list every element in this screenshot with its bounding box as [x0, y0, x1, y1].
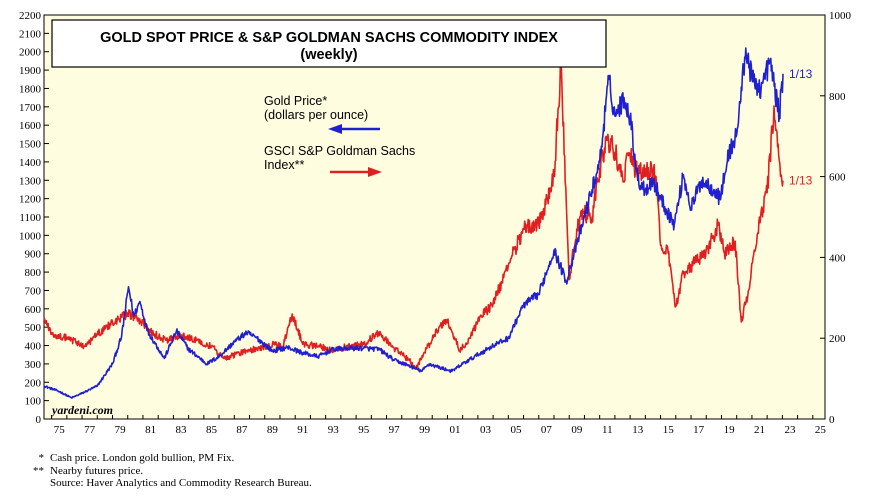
left-tick-label: 100 — [25, 396, 42, 408]
x-tick-label: 07 — [541, 424, 553, 436]
left-tick-label: 700 — [25, 285, 42, 297]
x-tick-label: 95 — [358, 424, 370, 436]
left-tick-label: 900 — [25, 249, 42, 261]
footnote-source: Source: Haver Analytics and Commodity Re… — [50, 477, 312, 489]
left-tick-label: 1900 — [19, 65, 42, 77]
watermark: yardeni.com — [50, 403, 113, 417]
left-tick-label: 500 — [25, 322, 42, 334]
x-tick-label: 81 — [145, 424, 156, 436]
x-tick-label: 03 — [480, 424, 492, 436]
left-tick-label: 800 — [25, 267, 42, 279]
left-tick-label: 2100 — [19, 28, 42, 40]
right-axis: 0 200 400 600 800 1000 — [820, 10, 852, 426]
x-axis: 75 77 79 81 83 85 87 89 91 93 95 97 99 01 03 05 07 09 11 13… — [51, 415, 827, 436]
left-tick-label: 1500 — [19, 139, 42, 151]
legend-arrow-head — [328, 124, 342, 134]
left-axis: 0 100 200 300 400 500 600 700 800 900 1000 1100 1200… — [19, 10, 49, 426]
x-tick-label: 23 — [784, 424, 796, 436]
chart-subtitle: (weekly) — [300, 47, 357, 63]
legend-label: GSCI S&P Goldman Sachs — [264, 144, 415, 158]
left-tick-label: 1800 — [19, 83, 42, 95]
x-tick-label: 01 — [450, 424, 461, 436]
x-tick-label: 13 — [632, 424, 644, 436]
x-tick-label: 19 — [724, 424, 736, 436]
left-tick-label: 300 — [25, 359, 42, 371]
series-line-gold — [43, 47, 784, 399]
plot-area — [43, 14, 826, 420]
chart-title: GOLD SPOT PRICE & S&P GOLDMAN SACHS COMM… — [100, 30, 558, 46]
x-tick-label: 17 — [693, 424, 705, 436]
left-tick-label: 1400 — [19, 157, 42, 169]
left-tick-label: 400 — [25, 341, 42, 353]
x-tick-label: 97 — [389, 424, 401, 436]
footnote-1: * Cash price. London gold bullion, PM Fix… — [38, 452, 235, 464]
x-tick-label: 99 — [419, 424, 431, 436]
x-tick-label: 11 — [602, 424, 613, 436]
legend-label: Gold Price* — [264, 94, 327, 108]
left-tick-label: 2200 — [19, 10, 42, 22]
x-tick-label: 83 — [176, 424, 188, 436]
x-tick-label: 75 — [54, 424, 66, 436]
series-end-label: 1/13 — [789, 67, 813, 81]
left-tick-label: 1300 — [19, 175, 42, 187]
legend-label: Index** — [264, 158, 304, 172]
x-tick-label: 15 — [663, 424, 675, 436]
right-tick-label: 0 — [829, 414, 835, 426]
x-tick-label: 87 — [236, 424, 248, 436]
legend-arrow-head — [368, 167, 382, 177]
left-tick-label: 1600 — [19, 120, 42, 132]
left-tick-label: 2000 — [19, 47, 42, 59]
x-tick-label: 77 — [84, 424, 96, 436]
x-tick-label: 25 — [815, 424, 827, 436]
x-tick-label: 93 — [328, 424, 340, 436]
x-tick-label: 05 — [510, 424, 522, 436]
chart-title-box: GOLD SPOT PRICE & S&P GOLDMAN SACHS COMM… — [51, 19, 607, 68]
right-tick-label: 600 — [829, 172, 846, 184]
right-tick-label: 400 — [829, 252, 846, 264]
x-tick-label: 21 — [754, 424, 765, 436]
left-tick-label: 0 — [36, 414, 42, 426]
legend: Gold Price*(dollars per ounce) GSCI S&P G… — [264, 94, 415, 177]
x-tick-label: 09 — [571, 424, 583, 436]
left-tick-label: 1200 — [19, 194, 42, 206]
left-tick-label: 1100 — [19, 212, 41, 224]
x-tick-label: 85 — [206, 424, 218, 436]
series-end-label: 1/13 — [789, 174, 813, 188]
right-tick-label: 1000 — [829, 10, 852, 22]
footnotes: * Cash price. London gold bullion, PM Fix… — [28, 452, 312, 490]
footnote-2: ** Nearby futures price. — [33, 464, 144, 477]
left-tick-label: 1000 — [19, 230, 42, 242]
right-tick-label: 800 — [829, 91, 846, 103]
left-tick-label: 200 — [25, 377, 42, 389]
x-tick-label: 89 — [267, 424, 279, 436]
legend-label: (dollars per ounce) — [264, 108, 368, 122]
x-tick-label: 79 — [115, 424, 127, 436]
left-tick-label: 600 — [25, 304, 42, 316]
right-tick-label: 200 — [829, 333, 846, 345]
x-tick-label: 91 — [297, 424, 308, 436]
series-layer: 1/13 1/13 — [43, 47, 813, 399]
left-tick-label: 1700 — [19, 102, 42, 114]
